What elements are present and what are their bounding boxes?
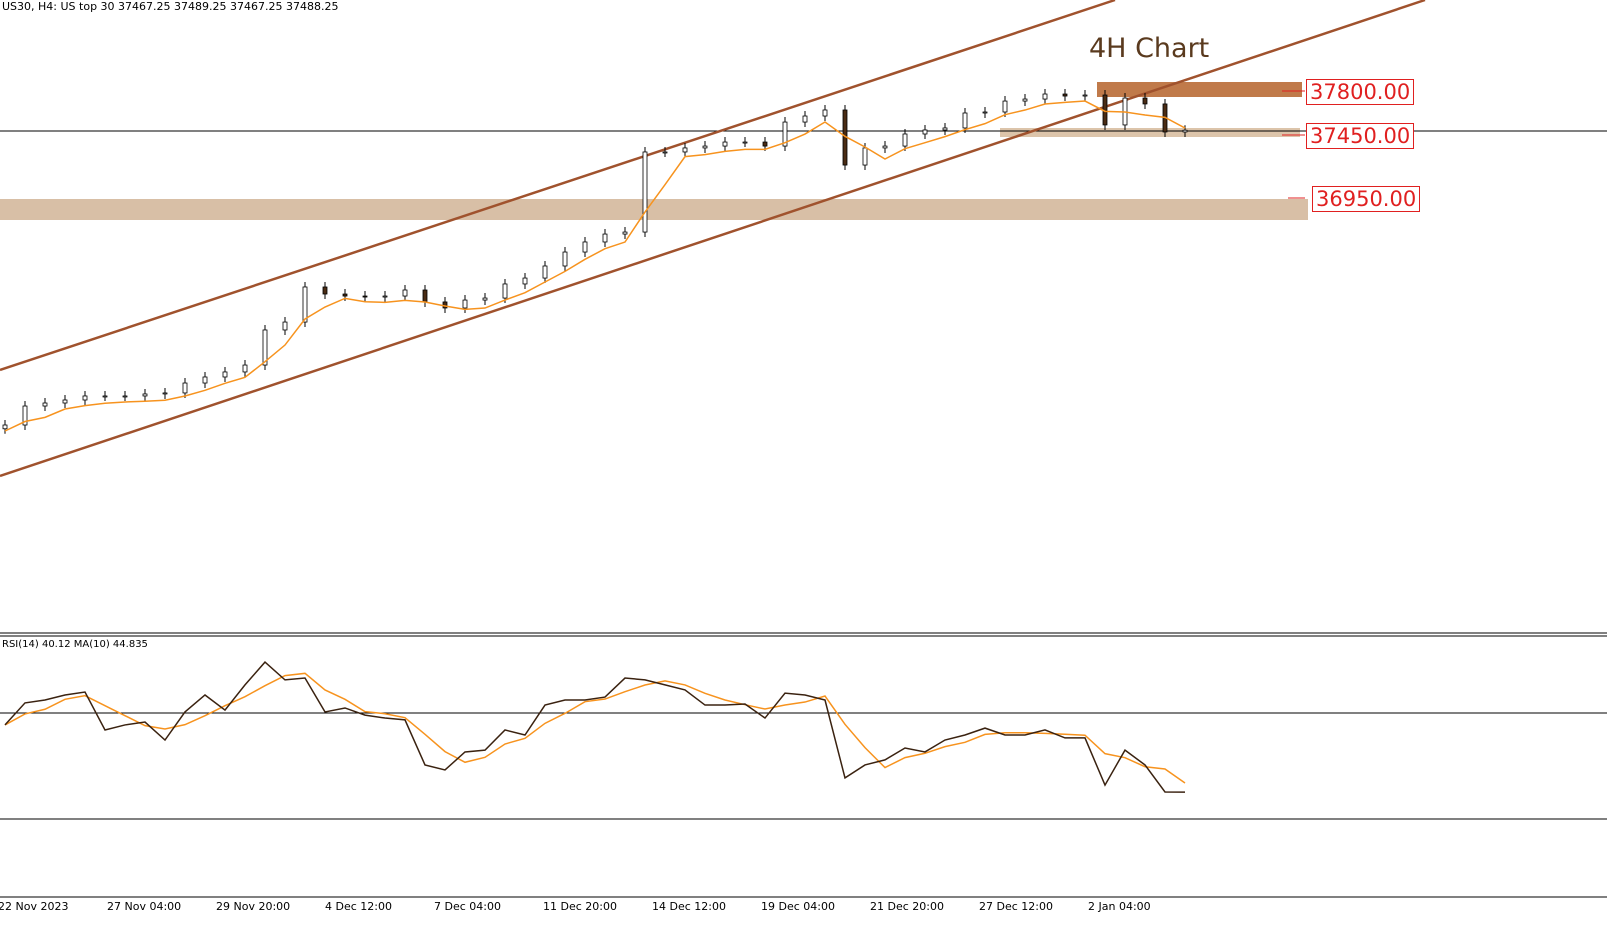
candle [22, 405, 28, 426]
candle [382, 295, 388, 298]
chart-annotation-title: 4H Chart [1089, 33, 1210, 64]
time-tick-label: 2 Jan 04:00 [1088, 900, 1151, 913]
candle [902, 133, 908, 147]
candle [682, 147, 688, 153]
time-tick-label: 11 Dec 20:00 [543, 900, 617, 913]
time-tick-label: 22 Nov 2023 [0, 900, 69, 913]
rsi-header: RSI(14) 40.12 MA(10) 44.835 [2, 639, 148, 650]
candle [822, 109, 828, 117]
candle [362, 295, 368, 298]
candle [42, 402, 48, 407]
candle [242, 364, 248, 373]
time-tick-label: 27 Nov 04:00 [107, 900, 182, 913]
level-label-36950[interactable]: 36950.00 [1312, 186, 1421, 212]
candle [182, 382, 188, 394]
candle [162, 392, 168, 395]
candle [662, 151, 668, 154]
time-tick-label: 4 Dec 12:00 [325, 900, 392, 913]
candle [982, 111, 988, 114]
candle [222, 371, 228, 378]
time-tick-label: 21 Dec 20:00 [870, 900, 944, 913]
candle [802, 115, 808, 123]
channel-upper-line[interactable] [0, 0, 1116, 372]
candle [1142, 97, 1148, 105]
level-label-37450[interactable]: 37450.00 [1306, 123, 1415, 149]
symbol-info: US30, H4: US top 30 37467.25 37489.25 37… [2, 0, 339, 13]
candle [882, 145, 888, 149]
candle [922, 129, 928, 135]
candle [762, 141, 768, 147]
candle [322, 286, 328, 295]
time-tick-label: 19 Dec 04:00 [761, 900, 835, 913]
candle [782, 121, 788, 147]
candle [502, 283, 508, 299]
candle [1182, 129, 1188, 133]
candle [1062, 93, 1068, 97]
resistance-zone-37800[interactable] [1097, 82, 1302, 97]
candle [722, 141, 728, 147]
rsi-ma-line [4, 672, 1186, 784]
candle [702, 145, 708, 149]
candle [342, 293, 348, 297]
candle [2, 424, 8, 430]
candle [102, 395, 108, 398]
candle [862, 147, 868, 166]
candle [122, 395, 128, 398]
candle [402, 289, 408, 297]
candle [1082, 94, 1088, 97]
support-zone-36950[interactable] [0, 199, 1308, 220]
candle [202, 376, 208, 384]
candle [82, 395, 88, 401]
channel-lower-line[interactable] [0, 0, 1426, 478]
candle [962, 112, 968, 129]
candle [422, 289, 428, 303]
candle [622, 231, 628, 235]
candle [942, 127, 948, 131]
level-label-37800[interactable]: 37800.00 [1306, 79, 1415, 105]
time-tick-label: 14 Dec 12:00 [652, 900, 726, 913]
time-tick-label: 29 Nov 20:00 [216, 900, 291, 913]
candle [562, 251, 568, 267]
candle [142, 393, 148, 397]
candle [1022, 98, 1028, 102]
rsi-line [4, 661, 1186, 793]
candle [262, 329, 268, 366]
candle [482, 297, 488, 301]
support-zone-37450[interactable] [1000, 128, 1300, 137]
candle [282, 321, 288, 331]
candle [62, 399, 68, 404]
candle [302, 286, 308, 323]
candle [582, 241, 588, 253]
candle [522, 277, 528, 285]
time-tick-label: 27 Dec 12:00 [979, 900, 1053, 913]
candle [542, 265, 548, 279]
candle [1002, 100, 1008, 113]
candle [602, 233, 608, 243]
time-tick-label: 7 Dec 04:00 [434, 900, 501, 913]
moving-average-line [4, 100, 1186, 432]
candle [462, 299, 468, 309]
candle [1042, 93, 1048, 100]
candle [742, 141, 748, 144]
candle [642, 151, 648, 233]
